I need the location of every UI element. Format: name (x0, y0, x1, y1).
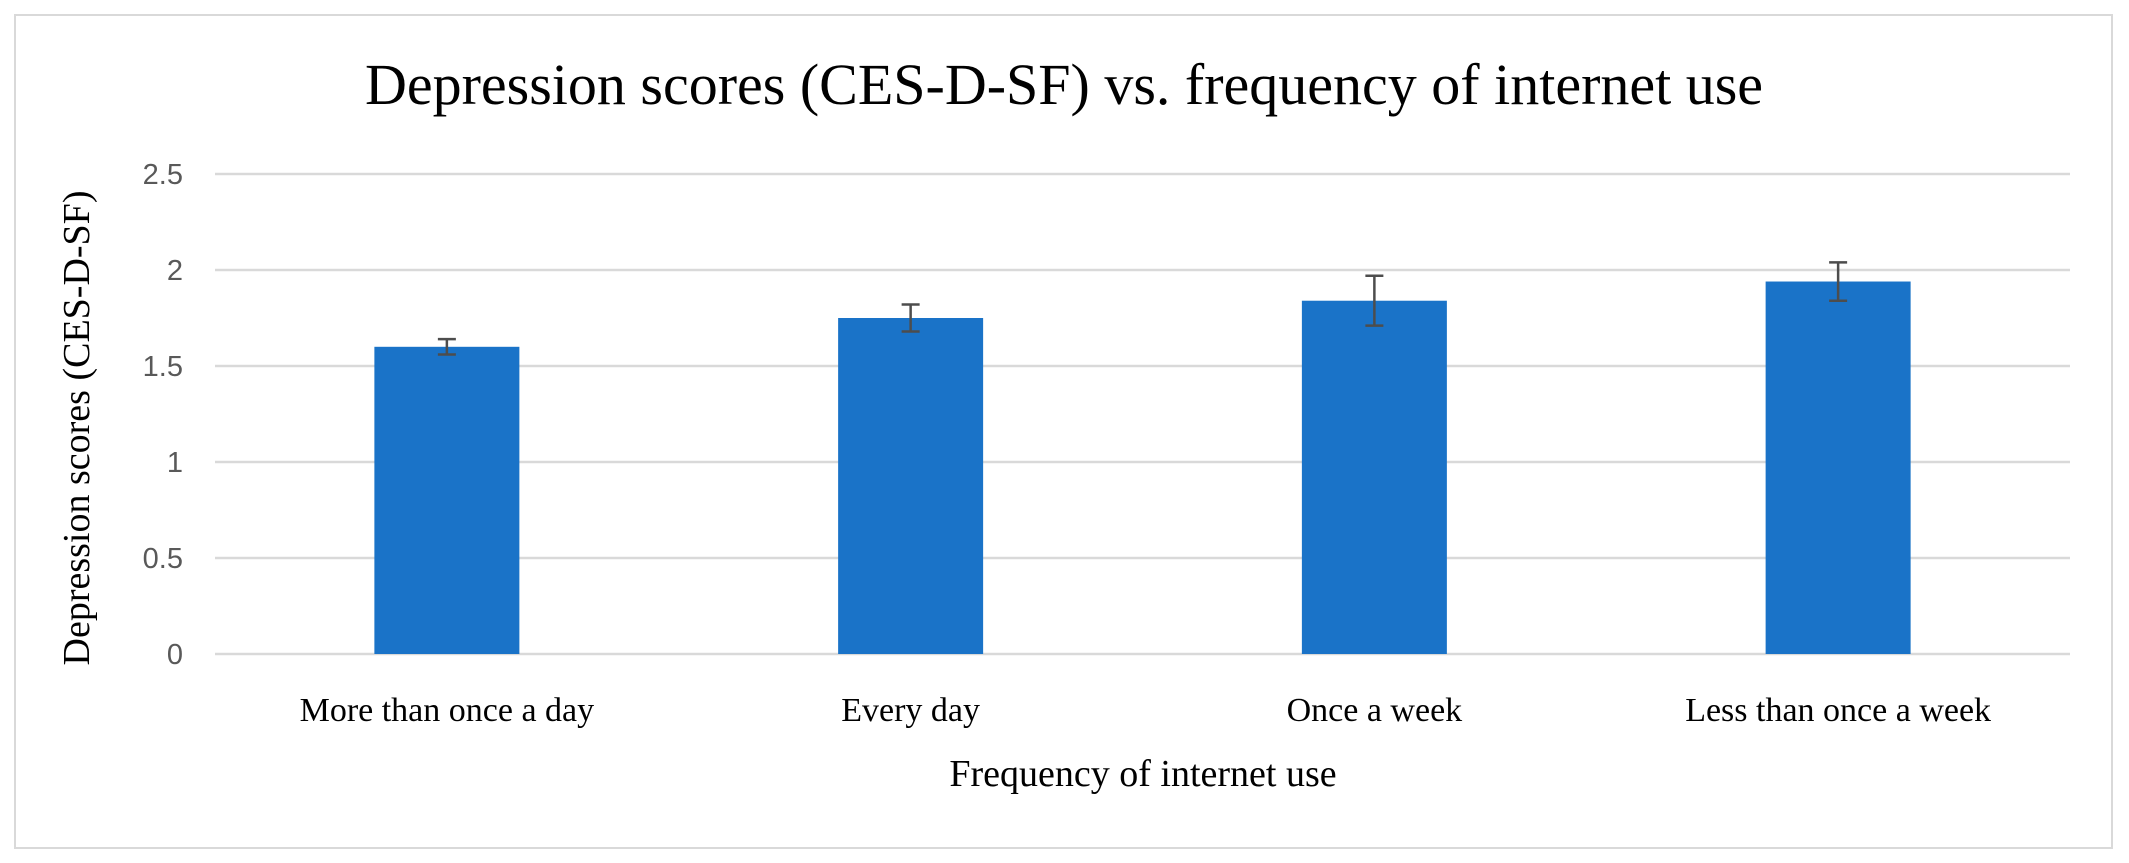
error-bar (901, 303, 920, 333)
error-bar (437, 337, 456, 356)
y-tick-label: 1 (167, 447, 183, 479)
y-axis-ticks: 0 0.5 1 1.5 2 2.5 (143, 159, 183, 671)
bar (838, 318, 984, 654)
gridlines (215, 172, 2070, 656)
error-bars (437, 261, 1848, 356)
chart-frame (14, 14, 2113, 849)
y-tick-label: 0 (167, 639, 183, 671)
x-category-label: Every day (841, 692, 980, 729)
chart-title: Depression scores (CES-D-SF) vs. frequen… (365, 52, 1763, 117)
y-tick-label: 2 (167, 255, 183, 287)
bar (1765, 281, 1911, 654)
y-tick-label: 0.5 (143, 543, 183, 575)
bar (1301, 300, 1447, 654)
bars (374, 281, 1911, 654)
y-axis-title: Depression scores (CES-D-SF) (56, 191, 98, 666)
y-tick-label: 2.5 (143, 159, 183, 191)
x-category-label: More than once a day (300, 692, 595, 729)
error-bar (1365, 274, 1384, 327)
bar (374, 346, 520, 654)
error-bar (1829, 261, 1848, 302)
x-axis-categories: More than once a day Every day Once a week… (300, 692, 1991, 729)
x-category-label: Once a week (1287, 692, 1463, 729)
x-axis-title: Frequency of internet use (949, 753, 1336, 795)
y-tick-label: 1.5 (143, 351, 183, 383)
x-category-label: Less than once a week (1685, 692, 1991, 729)
